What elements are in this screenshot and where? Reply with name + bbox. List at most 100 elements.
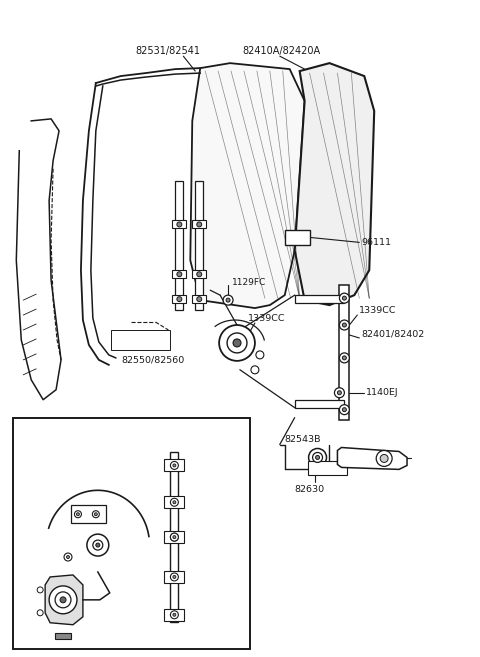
- Circle shape: [93, 540, 103, 550]
- Bar: [192, 295, 206, 303]
- Bar: [172, 221, 186, 229]
- Circle shape: [197, 222, 202, 227]
- Polygon shape: [190, 63, 305, 308]
- Circle shape: [339, 293, 349, 303]
- Polygon shape: [45, 575, 83, 625]
- Circle shape: [342, 296, 347, 300]
- Circle shape: [223, 295, 233, 305]
- Circle shape: [37, 587, 43, 593]
- Circle shape: [312, 453, 323, 463]
- Circle shape: [60, 597, 66, 603]
- Circle shape: [170, 461, 179, 469]
- Circle shape: [309, 449, 326, 466]
- Bar: [175, 181, 183, 310]
- Bar: [165, 531, 184, 543]
- Circle shape: [173, 501, 176, 504]
- Circle shape: [339, 320, 349, 330]
- Bar: [170, 453, 179, 622]
- Circle shape: [170, 533, 179, 541]
- Text: 1231FD: 1231FD: [21, 568, 56, 576]
- Bar: [165, 571, 184, 583]
- Circle shape: [376, 451, 392, 466]
- Bar: [55, 633, 71, 639]
- Bar: [71, 505, 106, 523]
- Circle shape: [339, 353, 349, 363]
- Circle shape: [170, 533, 179, 541]
- Text: 82630: 82630: [295, 485, 324, 494]
- Bar: [308, 461, 348, 476]
- Circle shape: [177, 222, 182, 227]
- Bar: [165, 609, 184, 621]
- Bar: [295, 295, 344, 303]
- Bar: [192, 221, 206, 229]
- Circle shape: [177, 296, 182, 302]
- Bar: [195, 181, 203, 310]
- Circle shape: [251, 366, 259, 374]
- Circle shape: [173, 464, 176, 467]
- Circle shape: [337, 391, 341, 395]
- Text: 82532A: 82532A: [116, 336, 152, 344]
- Bar: [165, 459, 184, 471]
- Circle shape: [95, 512, 97, 516]
- Bar: [172, 270, 186, 278]
- Circle shape: [170, 611, 179, 619]
- Bar: [295, 399, 344, 407]
- Text: 98810A/98820A: 98810A/98820A: [78, 630, 151, 639]
- Circle shape: [87, 534, 109, 556]
- Text: 1339CC: 1339CC: [162, 582, 198, 591]
- Text: 1140EJ: 1140EJ: [366, 388, 399, 397]
- Polygon shape: [337, 447, 407, 469]
- Circle shape: [197, 272, 202, 277]
- Circle shape: [37, 610, 43, 616]
- Circle shape: [227, 333, 247, 353]
- Circle shape: [226, 298, 230, 302]
- Text: 1129FC: 1129FC: [232, 278, 266, 286]
- Circle shape: [219, 325, 255, 361]
- Circle shape: [170, 498, 179, 507]
- Circle shape: [233, 339, 241, 347]
- Circle shape: [342, 323, 347, 327]
- Text: 82424B: 82424B: [21, 579, 56, 589]
- Bar: [285, 231, 310, 245]
- Text: 1339CC: 1339CC: [360, 306, 397, 315]
- Bar: [13, 418, 250, 648]
- Bar: [192, 270, 206, 278]
- Circle shape: [96, 543, 100, 547]
- Circle shape: [64, 553, 72, 561]
- Text: POWER WINDOW: POWER WINDOW: [23, 428, 130, 439]
- Text: 82403/82404: 82403/82404: [93, 445, 153, 454]
- Circle shape: [339, 405, 349, 415]
- Text: 82401/82402: 82401/82402: [361, 329, 424, 338]
- Circle shape: [170, 573, 179, 581]
- Circle shape: [55, 592, 71, 608]
- Text: 82531/82541: 82531/82541: [135, 46, 200, 57]
- Bar: [111, 330, 170, 350]
- Circle shape: [177, 272, 182, 277]
- Text: 82641: 82641: [312, 464, 343, 473]
- Circle shape: [49, 586, 77, 614]
- Circle shape: [256, 351, 264, 359]
- Circle shape: [342, 356, 347, 360]
- Bar: [339, 285, 349, 420]
- Bar: [172, 295, 186, 303]
- Circle shape: [197, 296, 202, 302]
- Circle shape: [342, 407, 347, 412]
- Polygon shape: [295, 63, 374, 305]
- Circle shape: [173, 535, 176, 539]
- Circle shape: [173, 613, 176, 616]
- Circle shape: [380, 455, 388, 463]
- Circle shape: [67, 556, 70, 558]
- Text: 82550/82560: 82550/82560: [121, 355, 184, 365]
- Circle shape: [74, 510, 82, 518]
- Circle shape: [76, 512, 79, 516]
- Text: 82543B: 82543B: [285, 435, 321, 444]
- Circle shape: [315, 455, 320, 459]
- Circle shape: [173, 576, 176, 578]
- Text: 1339CC: 1339CC: [248, 313, 286, 323]
- Text: 96111: 96111: [361, 238, 391, 247]
- Circle shape: [92, 510, 99, 518]
- Text: 82410A/82420A: 82410A/82420A: [243, 46, 321, 57]
- Circle shape: [335, 388, 344, 397]
- Text: 1339CC: 1339CC: [120, 518, 156, 527]
- Bar: [165, 496, 184, 509]
